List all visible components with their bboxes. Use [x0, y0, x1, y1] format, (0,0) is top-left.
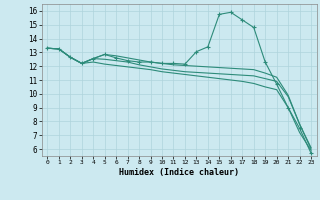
X-axis label: Humidex (Indice chaleur): Humidex (Indice chaleur) — [119, 168, 239, 177]
